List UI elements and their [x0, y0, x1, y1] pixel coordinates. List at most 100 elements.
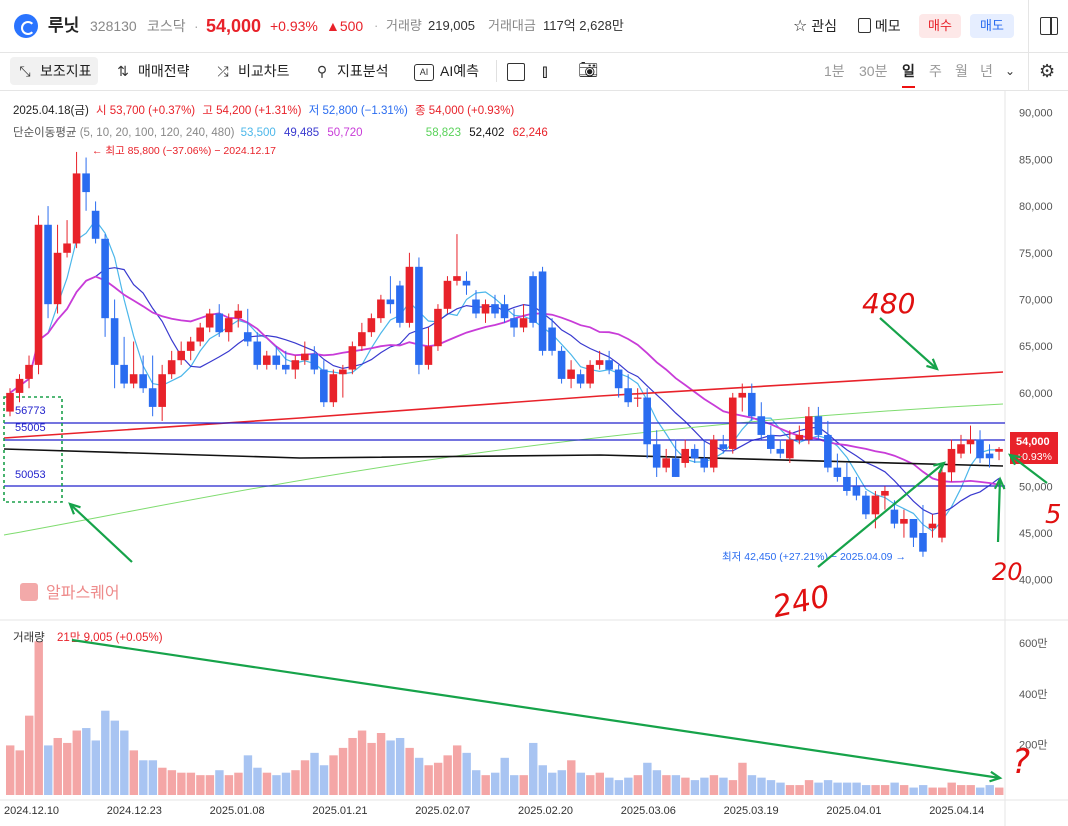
volume-bar — [348, 737, 357, 795]
ma-value-120: 52,402 — [469, 127, 505, 139]
volume-bar — [643, 762, 652, 795]
memo-button[interactable]: 메모 — [858, 0, 901, 52]
volume-bar — [747, 775, 757, 795]
chevron-down-icon[interactable]: ⌄ — [1005, 64, 1016, 78]
volume-bar — [110, 720, 120, 795]
volume-bar — [167, 770, 177, 795]
sub-indicator-button[interactable]: ⤡ 보조지표 — [10, 57, 98, 85]
candle-body — [443, 280, 452, 309]
candle-icon[interactable]: ⫾ — [542, 61, 548, 81]
period-week[interactable]: 주 — [929, 63, 942, 79]
camera-icon[interactable]: 📷︎ — [578, 62, 599, 79]
price-tick-label: 75,000 — [1019, 248, 1053, 260]
volume-bar — [215, 770, 224, 795]
chart-toolbar: ⤡ 보조지표 ⇅ 매매전략 ⤮ 비교차트 ⚲ 지표분석 AI AI예측 ⫾ 📷︎ 1분 3… — [0, 52, 1068, 91]
volume-bar — [272, 775, 281, 795]
arrow-to-ma20-head — [993, 476, 1006, 490]
current-price: 54,000 — [206, 16, 262, 36]
volume-bar — [567, 760, 576, 795]
date-tick-label: 2025.01.21 — [312, 805, 367, 817]
ai-forecast-button[interactable]: AI AI예측 — [414, 52, 479, 90]
candle-body — [957, 444, 965, 454]
stock-logo-icon — [14, 14, 38, 38]
info-date: 2025.04.18(금) — [13, 105, 89, 117]
candle-body — [196, 327, 204, 342]
buy-button[interactable]: 매수 — [919, 14, 961, 38]
candle-body — [15, 378, 24, 393]
volume-bar — [471, 770, 481, 795]
candle-body — [339, 369, 347, 375]
period-month[interactable]: 월 — [955, 63, 968, 79]
candlesticks — [6, 151, 1003, 557]
candle-body — [377, 299, 385, 319]
volume-bar — [614, 780, 624, 795]
candle-body — [690, 448, 699, 459]
candle-body — [272, 355, 281, 365]
indicator-icon: ⤡ — [19, 63, 31, 79]
volume-bar — [833, 782, 842, 795]
volume-bar — [120, 730, 129, 795]
volume-bar — [243, 755, 253, 795]
period-1min[interactable]: 1분 — [824, 63, 845, 79]
volume-bar — [424, 765, 433, 795]
period-day[interactable]: 일 — [902, 52, 915, 88]
volume-bar — [690, 780, 700, 795]
volume-bar — [804, 780, 814, 795]
candle-body — [529, 276, 537, 323]
volume-bar — [395, 737, 405, 795]
candle-body — [481, 304, 490, 314]
ai-label: AI예측 — [440, 63, 479, 79]
candle-body — [215, 313, 224, 333]
candle-body — [995, 448, 1003, 452]
chart-axes: 90,000 85,000 80,000 75,000 70,000 65,000 60,0… — [4, 108, 1053, 817]
level-label-box — [3, 396, 63, 503]
candle-body — [424, 346, 433, 365]
volume-bar — [728, 780, 738, 795]
shuffle-icon: ⤮ — [217, 63, 229, 79]
candle-body — [44, 224, 52, 305]
indicator-analysis-button[interactable]: ⚲ 지표분석 — [313, 52, 389, 90]
candle-body — [643, 397, 651, 445]
amount-value: 117억 2,628만 — [543, 18, 624, 33]
candle-body — [110, 318, 119, 365]
volume-bar — [196, 775, 205, 795]
settings-gear-icon[interactable]: ⚙ — [1039, 61, 1056, 81]
candle-body — [624, 388, 632, 403]
volume-bar — [443, 755, 452, 795]
candle-body — [538, 271, 547, 351]
info-high: 고 54,200 (+1.31%) — [202, 105, 302, 117]
trade-strategy-button[interactable]: ⇅ 매매전략 — [114, 52, 189, 90]
volume-bar — [757, 777, 766, 795]
checkbox-icon[interactable] — [507, 63, 525, 81]
volume-bar — [880, 785, 890, 795]
candle-body — [567, 369, 575, 379]
candle-body — [947, 448, 956, 473]
watch-button[interactable]: ☆ 관심 — [793, 0, 837, 52]
volume-bar — [319, 765, 329, 795]
panel-toggle-icon[interactable] — [1040, 17, 1058, 35]
volume-bar — [985, 785, 994, 795]
volume-bar — [909, 787, 918, 795]
volume-bar — [329, 755, 338, 795]
volume-bar — [177, 772, 186, 795]
period-year[interactable]: 년 — [980, 63, 993, 79]
candle-body — [510, 318, 518, 328]
sell-button[interactable]: 매도 — [970, 14, 1014, 38]
volume-bar — [890, 782, 899, 795]
volume-bar — [262, 772, 272, 795]
volume-bar — [947, 782, 956, 795]
stock-header: 루닛 328130 코스닥 · 54,000 +0.93% ▲500 · 거래량… — [0, 0, 1068, 53]
price-chart[interactable]: 56773 55005 50053 90,000 85,000 80,000 75,000… — [0, 91, 1068, 826]
date-tick-label: 2025.04.01 — [826, 805, 881, 817]
candle-body — [814, 416, 823, 435]
compare-chart-button[interactable]: ⤮ 비교차트 — [214, 52, 289, 90]
volume-bar — [557, 770, 566, 795]
stock-code: 328130 — [90, 18, 137, 34]
price-tick-label: 90,000 — [1019, 108, 1053, 120]
volume-bar — [766, 780, 776, 795]
period-30min[interactable]: 30분 — [859, 63, 888, 79]
price-tag-box — [1010, 432, 1058, 464]
date-tick-label: 2024.12.23 — [107, 805, 162, 817]
volume-bar — [871, 785, 880, 795]
price-tick-label: 45,000 — [1019, 528, 1053, 540]
